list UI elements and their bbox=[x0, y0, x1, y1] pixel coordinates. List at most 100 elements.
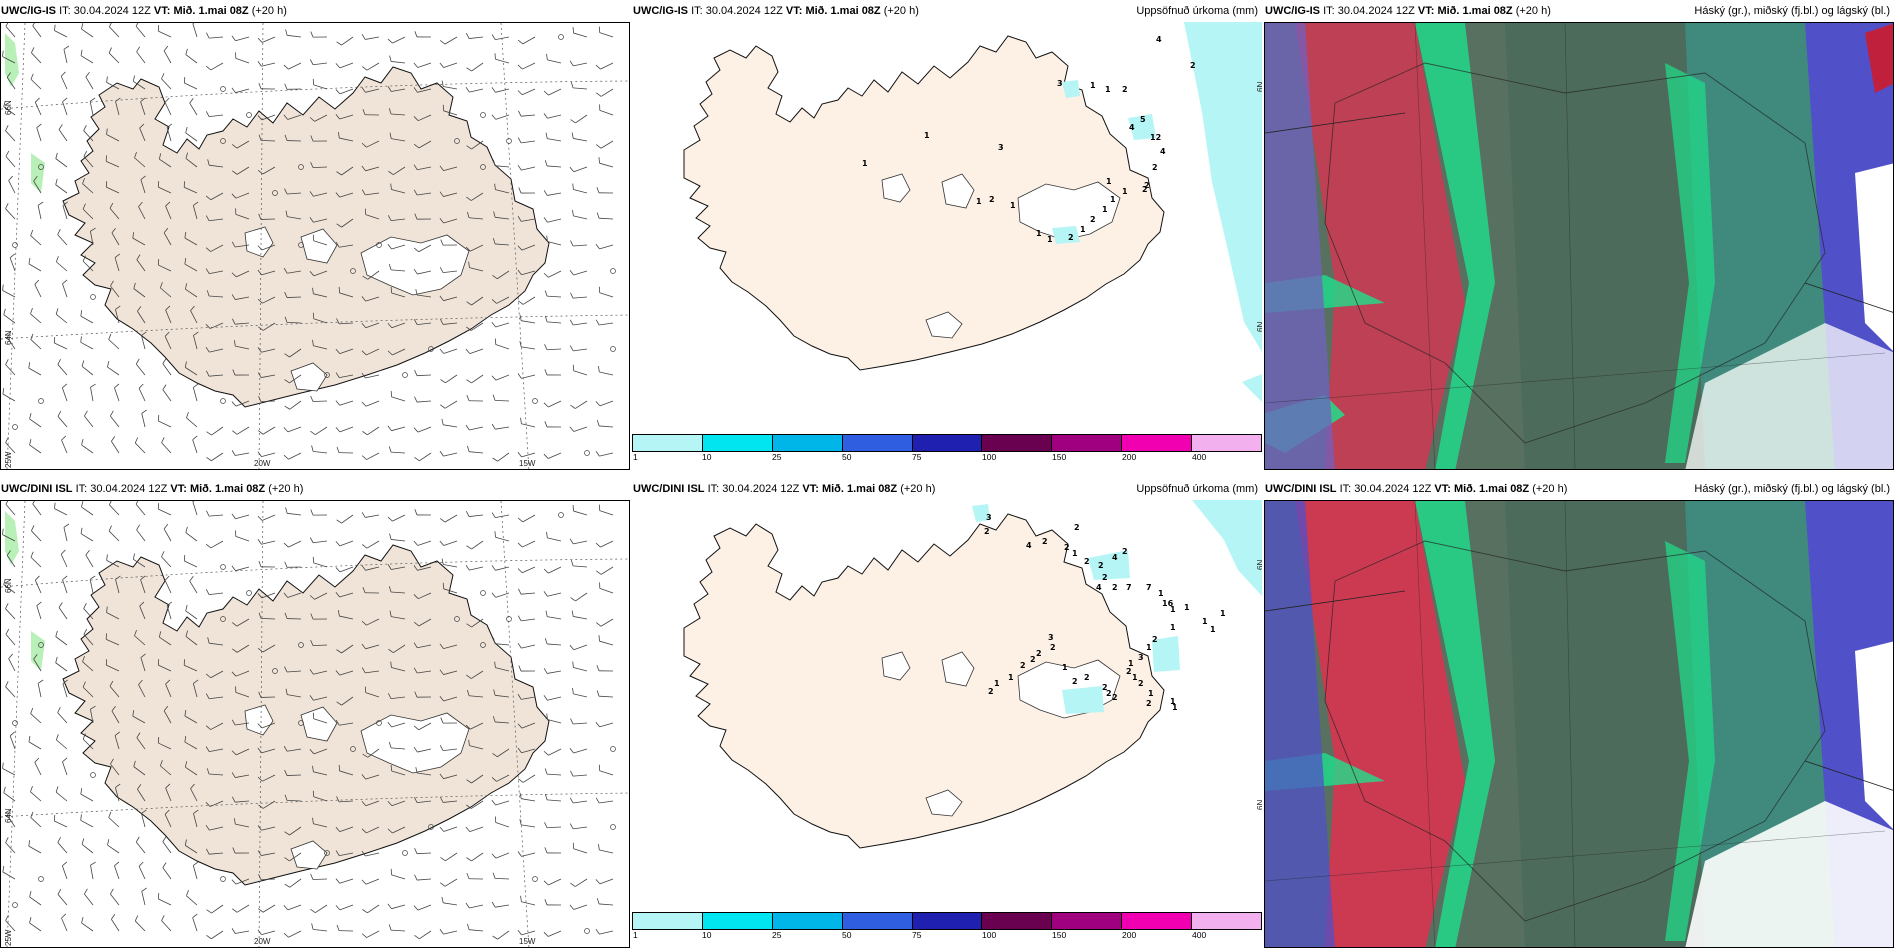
wind-barb bbox=[600, 293, 613, 297]
wind-barb-feather bbox=[186, 412, 188, 418]
wind-barb bbox=[62, 284, 67, 297]
wind-barb bbox=[445, 879, 457, 886]
wind-barb bbox=[313, 401, 327, 402]
wind-barb bbox=[573, 138, 587, 141]
wind-barb-feather bbox=[518, 138, 521, 143]
wind-barb bbox=[9, 659, 15, 671]
wind-barb-feather bbox=[165, 98, 169, 102]
wind-barb bbox=[313, 63, 327, 65]
wind-barb-feather bbox=[545, 369, 547, 375]
wind-barb-feather bbox=[61, 550, 65, 554]
precip-value-label: 1 bbox=[1184, 603, 1190, 612]
wind-barb bbox=[61, 554, 67, 567]
precip-value-label: 1 bbox=[1158, 589, 1164, 598]
model-name: UWC/DINI ISL bbox=[633, 483, 705, 495]
wind-barb bbox=[342, 515, 353, 523]
wind-barb-feather bbox=[544, 695, 547, 700]
wind-barb bbox=[573, 245, 587, 246]
wind-barb-feather bbox=[59, 603, 62, 608]
wind-barb-feather bbox=[596, 244, 600, 249]
wind-barb bbox=[469, 427, 483, 430]
wind-barb-feather bbox=[232, 36, 236, 41]
wind-barb-feather bbox=[596, 145, 601, 149]
wind-barb bbox=[600, 879, 613, 884]
wind-barb-feather bbox=[570, 346, 573, 351]
wind-barb bbox=[9, 181, 15, 193]
graticule-lon bbox=[7, 501, 25, 948]
wind-barb-feather bbox=[518, 930, 522, 935]
wind-barb-feather bbox=[136, 359, 139, 364]
precip-value-label: 3 bbox=[986, 513, 992, 522]
wind-barb-feather bbox=[414, 875, 417, 880]
wind-barb-feather bbox=[259, 561, 261, 567]
wind-barb bbox=[340, 427, 353, 432]
colorbar-label: 10 bbox=[702, 452, 711, 462]
wind-barb-feather bbox=[442, 897, 443, 903]
colorbar-label: 25 bbox=[772, 930, 781, 940]
wind-barb bbox=[237, 905, 249, 912]
colorbar-segment bbox=[982, 913, 1052, 929]
precip-value-label: 2 bbox=[1142, 185, 1148, 194]
wind-barb-feather bbox=[286, 30, 287, 36]
wind-barb bbox=[365, 515, 379, 517]
wind-barb-feather bbox=[570, 241, 573, 246]
wind-barb bbox=[391, 905, 405, 909]
wind-barb bbox=[56, 314, 67, 323]
wind-barb-feather bbox=[35, 98, 39, 102]
cloud-map bbox=[1264, 22, 1894, 470]
precip-value-label: 1 bbox=[1220, 609, 1226, 618]
colorbar-segment bbox=[1122, 913, 1192, 929]
wind-barb bbox=[599, 696, 613, 697]
wind-barb-feather bbox=[107, 361, 108, 367]
wind-barb bbox=[367, 905, 379, 913]
wind-barb bbox=[469, 930, 483, 931]
calm-circle bbox=[585, 929, 590, 934]
wind-barb-feather bbox=[572, 611, 573, 617]
wind-barb bbox=[287, 35, 301, 37]
wind-barb-feather bbox=[310, 59, 313, 64]
precip-patch bbox=[31, 153, 45, 193]
wind-barb bbox=[391, 61, 405, 63]
colorbar-label: 25 bbox=[772, 452, 781, 462]
wind-barb-feather bbox=[29, 258, 30, 264]
wind-barb-feather bbox=[311, 396, 313, 402]
wind-barb bbox=[142, 413, 145, 427]
precip-value-label: 2 bbox=[1068, 233, 1074, 242]
wind-barb-feather bbox=[571, 82, 573, 88]
wind-barb-feather bbox=[37, 602, 42, 606]
wind-barb bbox=[547, 219, 561, 222]
wind-barb-feather bbox=[206, 33, 209, 38]
wind-barb-feather bbox=[388, 517, 392, 521]
wind-barb-feather bbox=[518, 91, 522, 95]
wind-barb bbox=[82, 366, 93, 375]
wind-barb-feather bbox=[58, 837, 61, 842]
wind-barb-feather bbox=[337, 42, 342, 45]
wind-barb bbox=[575, 401, 587, 409]
wind-barb-feather bbox=[186, 49, 188, 55]
wind-barb bbox=[211, 541, 223, 548]
wind-barb bbox=[548, 453, 561, 458]
wind-barb bbox=[599, 323, 613, 325]
wind-barb-feather bbox=[596, 571, 601, 575]
wind-barb-feather bbox=[109, 501, 112, 505]
wind-barb bbox=[573, 801, 587, 803]
wind-barb bbox=[81, 794, 93, 801]
wind-barb-feather bbox=[31, 552, 33, 558]
wind-barb bbox=[496, 345, 509, 349]
wind-barb-feather bbox=[6, 501, 9, 504]
wind-barb-feather bbox=[570, 167, 574, 172]
colorbar-segment bbox=[913, 913, 983, 929]
wind-barb-feather bbox=[362, 909, 367, 912]
lead-time: (+20 h) bbox=[1532, 483, 1567, 495]
wind-barb bbox=[470, 349, 483, 354]
wind-barb bbox=[445, 853, 457, 861]
wind-barb bbox=[445, 37, 457, 44]
wind-barb-feather bbox=[9, 176, 13, 180]
precip-value-label: 2 bbox=[1102, 683, 1108, 692]
wind-barb-feather bbox=[596, 722, 600, 727]
wind-barb bbox=[35, 762, 41, 775]
wind-barb-feather bbox=[110, 411, 113, 416]
wind-barb bbox=[313, 929, 327, 931]
wind-barb-feather bbox=[33, 23, 36, 26]
